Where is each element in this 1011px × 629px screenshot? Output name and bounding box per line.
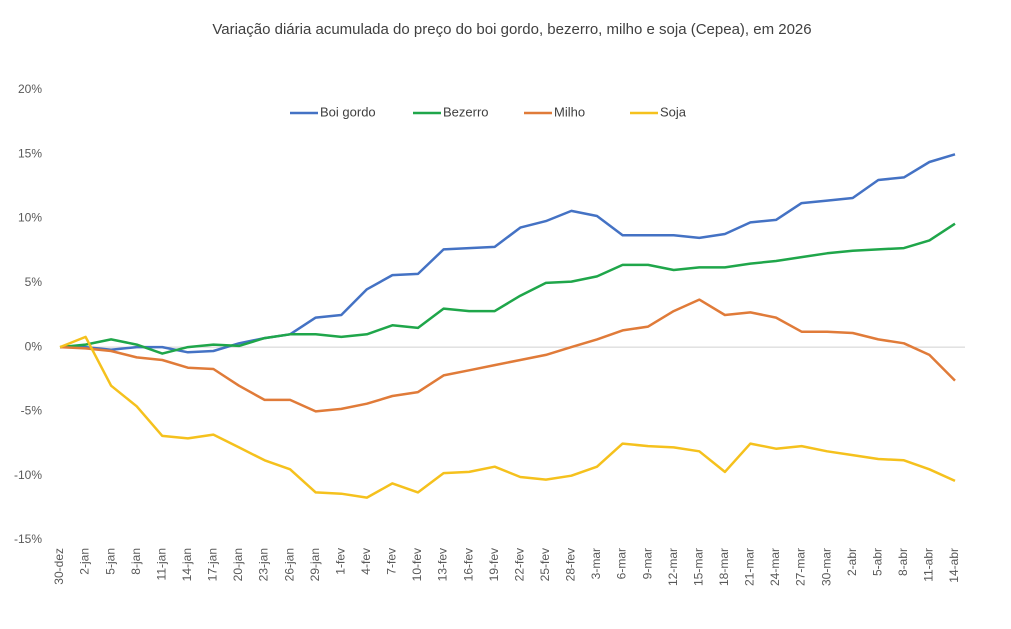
legend-label: Boi gordo bbox=[320, 104, 376, 119]
x-tick-label: 26-jan bbox=[282, 548, 296, 581]
y-tick-label: -10% bbox=[14, 468, 42, 482]
series-line bbox=[59, 335, 956, 499]
x-tick-label: 18-mar bbox=[717, 548, 731, 586]
x-tick-label: 2-abr bbox=[845, 548, 859, 576]
y-tick-label: 20% bbox=[18, 82, 42, 96]
series-line bbox=[59, 222, 956, 355]
x-tick-label: 24-mar bbox=[768, 548, 782, 586]
series-line bbox=[59, 298, 956, 413]
x-tick-label: 2-jan bbox=[78, 548, 92, 575]
y-tick-label: 0% bbox=[25, 339, 43, 353]
x-tick-label: 25-fev bbox=[538, 548, 552, 581]
chart-title: Variação diária acumulada do preço do bo… bbox=[212, 21, 811, 38]
x-tick-label: 11-abr bbox=[922, 548, 936, 582]
x-tick-label: 1-fev bbox=[333, 548, 347, 575]
y-tick-label: 5% bbox=[25, 275, 43, 289]
x-tick-label: 9-mar bbox=[640, 548, 654, 579]
series-line bbox=[60, 153, 956, 354]
x-tick-label: 7-fev bbox=[385, 548, 399, 575]
x-tick-label: 5-abr bbox=[870, 548, 884, 576]
x-tick-label: 30-dez bbox=[52, 548, 66, 585]
x-tick-label: 13-fev bbox=[436, 548, 450, 581]
x-tick-label: 14-jan bbox=[180, 548, 194, 581]
legend-label: Soja bbox=[660, 104, 687, 119]
x-tick-label: 29-jan bbox=[308, 548, 322, 581]
x-tick-label: 8-jan bbox=[129, 548, 143, 575]
x-tick-label: 30-mar bbox=[819, 548, 833, 586]
y-tick-label: -15% bbox=[14, 532, 42, 546]
x-tick-label: 21-mar bbox=[743, 548, 757, 586]
x-tick-label: 14-abr bbox=[947, 548, 961, 583]
x-tick-label: 10-fev bbox=[410, 548, 424, 581]
x-tick-label: 12-mar bbox=[666, 548, 680, 586]
x-tick-label: 16-fev bbox=[461, 548, 475, 581]
x-tick-label: 23-jan bbox=[257, 548, 271, 581]
x-tick-label: 4-fev bbox=[359, 548, 373, 575]
x-tick-label: 20-jan bbox=[231, 548, 245, 581]
x-tick-label: 15-mar bbox=[691, 548, 705, 586]
x-tick-label: 8-abr bbox=[896, 548, 910, 576]
x-tick-label: 19-fev bbox=[487, 548, 501, 581]
x-tick-label: 5-jan bbox=[103, 548, 117, 575]
x-tick-label: 6-mar bbox=[615, 548, 629, 579]
x-tick-label: 11-jan bbox=[154, 548, 168, 580]
y-tick-label: -5% bbox=[21, 404, 43, 418]
x-tick-label: 17-jan bbox=[206, 548, 220, 581]
y-tick-label: 10% bbox=[18, 211, 42, 225]
x-tick-label: 28-fev bbox=[564, 548, 578, 581]
legend-label: Bezerro bbox=[443, 104, 489, 119]
x-tick-label: 3-mar bbox=[589, 548, 603, 579]
x-tick-label: 22-fev bbox=[512, 548, 526, 581]
x-tick-label: 27-mar bbox=[794, 548, 808, 586]
y-tick-label: 15% bbox=[18, 146, 42, 160]
legend-label: Milho bbox=[554, 104, 585, 119]
